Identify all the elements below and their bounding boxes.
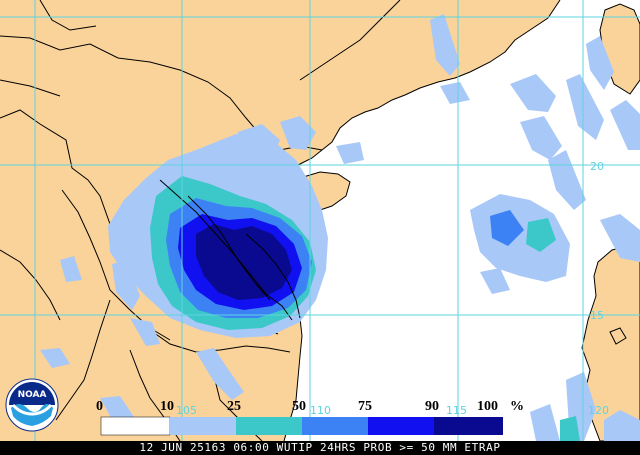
grid-label-lat-15: 15 [590, 309, 604, 322]
grid-label-105: 105 [176, 404, 197, 417]
grid-label-120: 120 [588, 404, 609, 417]
legend-unit: % [510, 399, 524, 414]
legend-tick-25: 25 [227, 399, 241, 414]
legend-tick-50: 50 [292, 399, 306, 414]
noaa-logo-text: NOAA [18, 390, 47, 400]
legend-swatch-90-100 [434, 417, 503, 435]
legend-swatch-75-90 [368, 417, 434, 435]
legend-swatch-10-25 [170, 417, 236, 435]
legend-swatch-50-75 [302, 417, 368, 435]
noaa-logo-icon: NOAA [5, 378, 59, 432]
map-canvas [0, 0, 640, 441]
country-borders-overlay [159, 179, 301, 321]
grid-label-lat-20: 20 [590, 160, 604, 173]
legend-tick-100: 100 [477, 399, 498, 414]
footer-caption: 12 JUN 25163 06:00 WUTIP 24HRS PROB >= 5… [139, 441, 501, 454]
legend-swatch-0-10 [100, 416, 171, 436]
legend-tick-75: 75 [358, 399, 372, 414]
legend-colorbar [100, 416, 503, 436]
legend-tick-90: 90 [425, 399, 439, 414]
small-island [609, 327, 627, 345]
legend-tick-10: 10 [160, 399, 174, 414]
grid-label-110: 110 [310, 404, 331, 417]
legend-swatch-25-50 [236, 417, 302, 435]
legend-tick-0: 0 [96, 399, 103, 414]
footer-bar [0, 441, 640, 455]
grid-label-115: 115 [446, 404, 467, 417]
lat-lon-grid [0, 0, 640, 441]
